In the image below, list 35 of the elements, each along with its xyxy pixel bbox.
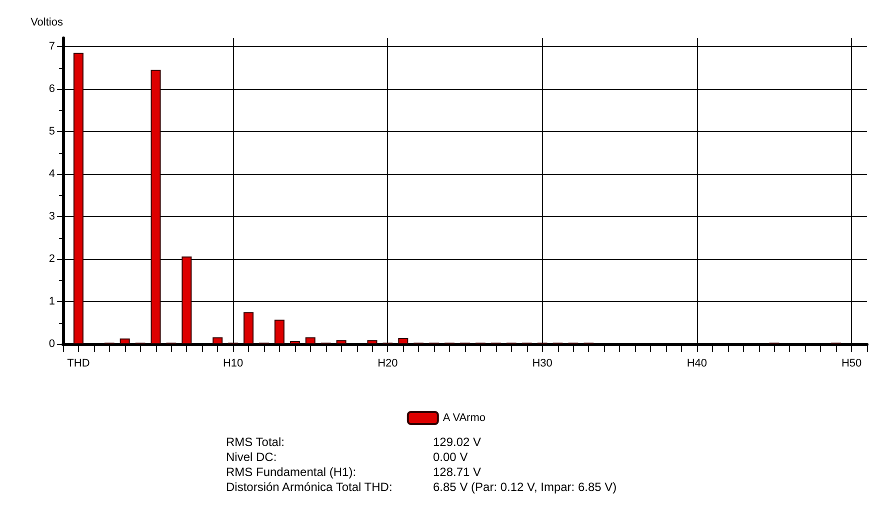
y-tick-label: 6 [48, 83, 55, 95]
text: Nivel DC: [226, 450, 277, 464]
bar [182, 256, 192, 344]
x-tick-label: H10 [222, 358, 244, 370]
x-tick-label: H30 [532, 358, 552, 370]
text: RMS Total: [226, 435, 284, 449]
bar [305, 337, 316, 344]
x-tick-label: H50 [841, 358, 862, 370]
text: 6.85 V (Par: 0.12 V, Impar: 6.85 V) [433, 480, 617, 494]
y-tick-label: 2 [48, 253, 55, 265]
y-tick-label: 7 [48, 40, 55, 52]
bar [212, 337, 223, 344]
bar [120, 338, 130, 344]
bar [150, 70, 161, 344]
bar [244, 312, 254, 344]
y-tick-label: 3 [48, 210, 55, 222]
y-tick-label: 1 [48, 296, 55, 308]
text: RMS Fundamental (H1): [226, 465, 356, 479]
y-tick-label: 5 [48, 126, 55, 138]
x-tick-label: THD [67, 358, 90, 370]
text: Distorsión Armónica Total THD: [226, 480, 392, 494]
bar [367, 340, 378, 344]
bar [73, 52, 84, 344]
text: 129.02 V [433, 435, 482, 449]
bar [336, 340, 346, 344]
y-tick-label: 0 [48, 338, 55, 350]
x-tick-label: H20 [378, 358, 398, 370]
text: 128.71 V [433, 465, 482, 479]
legend-label: A VArmo [442, 412, 486, 424]
text: 0.00 V [433, 450, 468, 464]
x-tick-label: H40 [686, 358, 708, 370]
bar [274, 320, 284, 344]
bar [398, 338, 408, 344]
y-axis-title: Voltios [30, 16, 64, 28]
y-tick-label: 4 [48, 168, 55, 180]
